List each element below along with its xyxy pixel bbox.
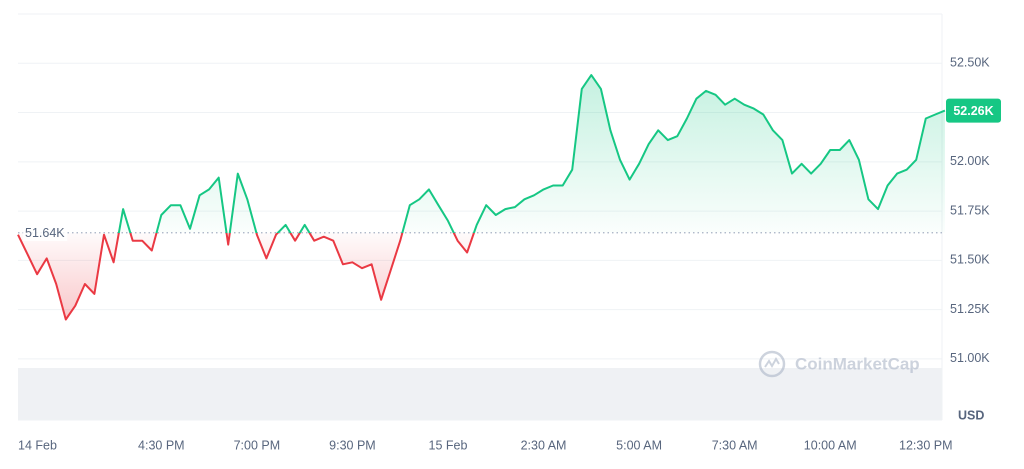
x-tick-label: 10:00 AM: [804, 438, 857, 452]
y-tick-label: 52.50K: [950, 56, 990, 70]
watermark-logo: [764, 357, 780, 368]
x-tick-label: 7:30 AM: [712, 438, 758, 452]
watermark-logo: [758, 350, 786, 378]
y-tick-label: 51.75K: [950, 203, 990, 217]
y-tick-label: 52.00K: [950, 154, 990, 168]
y-tick-label: 51.00K: [950, 351, 990, 365]
y-axis-unit: USD: [958, 408, 984, 422]
watermark: CoinMarketCap: [758, 350, 920, 378]
y-tick-label: 51.25K: [950, 302, 990, 316]
watermark-text: CoinMarketCap: [795, 354, 920, 373]
x-tick-label: 14 Feb: [18, 438, 57, 452]
x-tick-label: 2:30 AM: [521, 438, 567, 452]
x-tick-label: 7:00 PM: [234, 438, 281, 452]
last-price-label: 52.26K: [953, 104, 993, 118]
x-tick-label: 15 Feb: [429, 438, 468, 452]
price-line: [17, 74, 946, 321]
x-tick-label: 9:30 PM: [329, 438, 376, 452]
last-price-badge: [946, 98, 1001, 123]
price-area: [18, 75, 945, 320]
x-tick-label: 12:30 PM: [899, 438, 953, 452]
volume-area: [18, 368, 942, 420]
y-tick-label: 51.50K: [950, 253, 990, 267]
baseline-label-bg: [23, 225, 68, 242]
x-tick-label: 4:30 PM: [138, 438, 185, 452]
baseline-label: 51.64K: [25, 226, 65, 240]
x-tick-label: 5:00 AM: [616, 438, 662, 452]
